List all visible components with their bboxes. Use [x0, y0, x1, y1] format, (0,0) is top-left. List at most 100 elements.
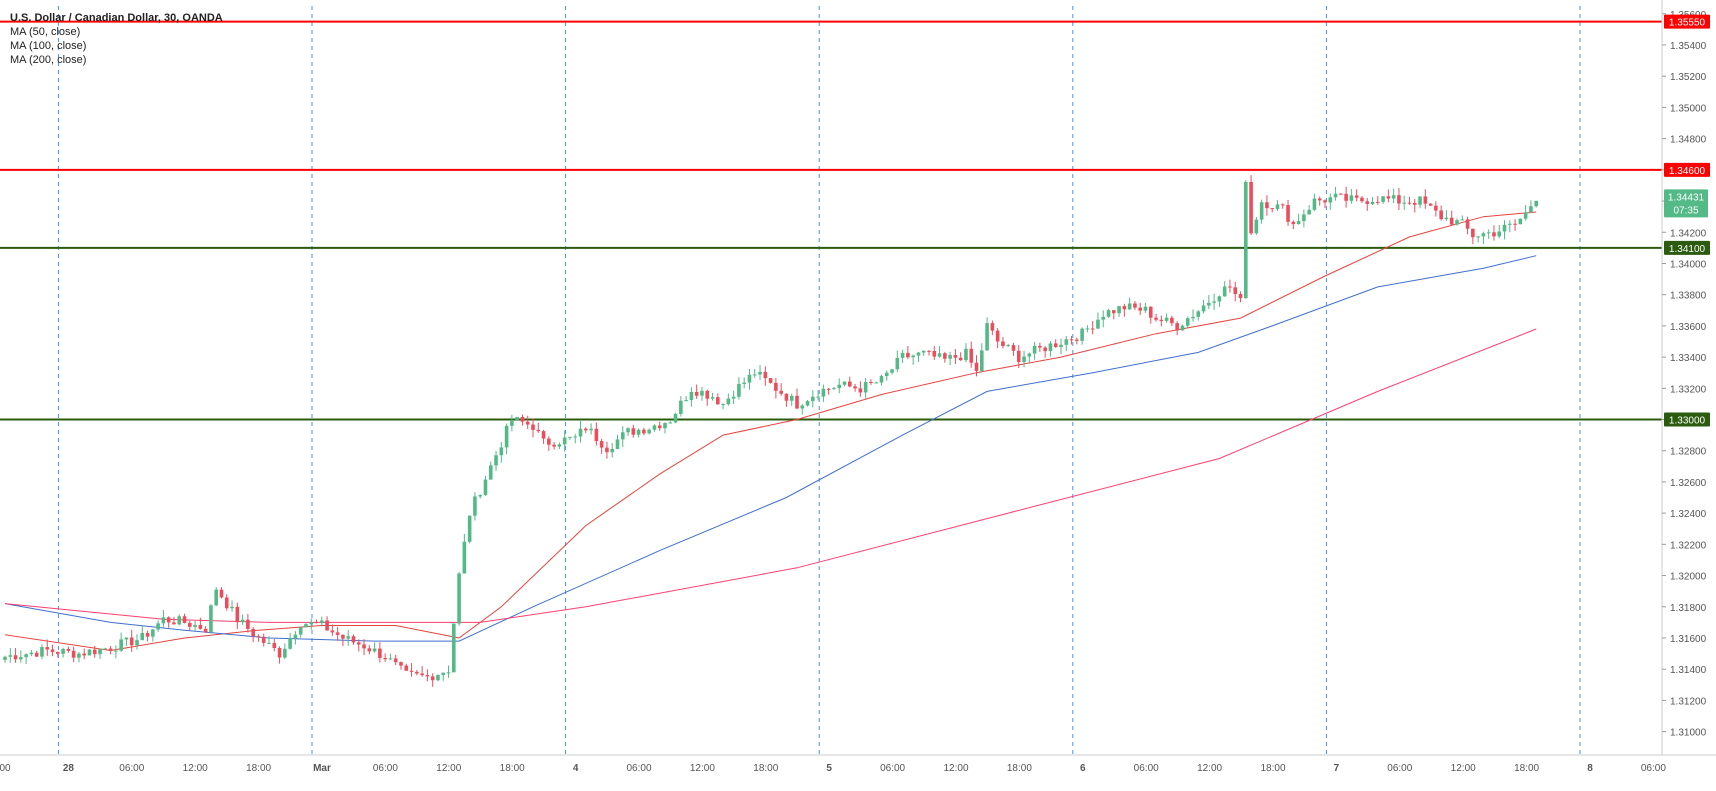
candle-body: [1016, 350, 1021, 362]
candle-body: [362, 644, 366, 649]
candle-body: [515, 417, 519, 420]
candle-body: [188, 622, 192, 627]
price-tick-label: 1.32800: [1670, 447, 1707, 458]
level-badge: [1664, 412, 1710, 427]
candle-body: [863, 381, 868, 393]
candle-body: [145, 632, 150, 637]
candle-body: [958, 357, 963, 361]
candle-body: [1048, 343, 1053, 352]
candle-body: [584, 428, 588, 431]
candle-body: [1096, 319, 1100, 329]
candle-body: [610, 448, 614, 453]
candle-body: [890, 369, 894, 373]
candle-body: [415, 671, 419, 674]
candle-body: [721, 404, 725, 406]
candle-body: [346, 636, 350, 639]
candle-body: [631, 428, 636, 435]
candle-body: [594, 428, 599, 442]
candle-body: [166, 617, 171, 623]
candle-body: [40, 647, 44, 657]
candle-body: [758, 371, 762, 375]
candle-body: [1333, 193, 1338, 198]
time-tick-label: 18:00: [1007, 763, 1032, 774]
candle-body: [1254, 219, 1259, 234]
candle-body: [219, 589, 224, 598]
candle-body: [652, 425, 657, 430]
candle-body: [409, 670, 414, 672]
candle-body: [1122, 306, 1127, 310]
candle-body: [457, 573, 461, 624]
candle-body: [1164, 317, 1169, 321]
candle-body: [298, 627, 303, 635]
candle-body: [1011, 345, 1016, 351]
candle-body: [383, 657, 387, 660]
candle-body: [1280, 204, 1285, 206]
candle-body: [77, 653, 81, 658]
candle-body: [230, 606, 234, 609]
candle-body: [990, 323, 995, 331]
candle-body: [92, 649, 97, 655]
candle-body: [1344, 193, 1348, 201]
candle-body: [1170, 317, 1174, 324]
candle-body: [668, 422, 673, 424]
level-badge: [1664, 240, 1710, 255]
candle-body: [985, 323, 989, 351]
candle-body: [1365, 201, 1370, 205]
candle-body: [261, 636, 266, 643]
candle-body: [430, 676, 435, 681]
price-tick-label: 1.32400: [1670, 509, 1707, 520]
candle-body: [1228, 286, 1232, 288]
candle-body: [1127, 303, 1132, 310]
price-tick-label: 1.35200: [1670, 72, 1707, 83]
candle-body: [151, 629, 155, 637]
candle-body: [488, 465, 493, 480]
candle-body: [71, 650, 76, 658]
candle-body: [50, 649, 55, 652]
candle-body: [372, 648, 377, 652]
candle-body: [742, 382, 746, 384]
price-tick-label: 1.33800: [1670, 291, 1707, 302]
candle-body: [320, 620, 324, 624]
candle-body: [8, 655, 13, 657]
candle-body: [1312, 198, 1317, 210]
time-tick-label: 18:00: [753, 763, 778, 774]
candle-body: [1449, 217, 1454, 225]
level-badge-label: 1.35550: [1669, 18, 1706, 29]
candle-body: [525, 421, 530, 425]
candle-body: [1376, 201, 1380, 203]
candle-body: [309, 621, 314, 625]
time-tick-label: 06:00: [1387, 763, 1412, 774]
candle-body: [1391, 195, 1396, 199]
candle-body: [467, 515, 472, 542]
candle-body: [620, 432, 625, 440]
ma100-line: [4, 255, 1537, 642]
level-badge: [1664, 14, 1710, 29]
candle-body: [1434, 205, 1438, 211]
candle-body: [304, 624, 308, 628]
candle-body: [335, 632, 340, 635]
candle-body: [510, 419, 514, 426]
candle-body: [293, 634, 298, 639]
candle-body: [1053, 343, 1058, 348]
candle-body: [710, 397, 715, 399]
candle-body: [816, 396, 820, 398]
candle-body: [1349, 195, 1354, 201]
price-tick-label: 1.31800: [1670, 603, 1707, 614]
candle-body: [1075, 339, 1079, 341]
candle-body: [657, 425, 662, 429]
candle-body: [980, 350, 984, 372]
candle-body: [494, 455, 498, 466]
candle-body: [536, 429, 541, 432]
candle-body: [1476, 236, 1480, 238]
candle-body: [224, 597, 229, 609]
candle-body: [1244, 181, 1248, 299]
candle-body: [995, 330, 1000, 342]
candle-body: [842, 381, 847, 385]
candle-body: [98, 648, 102, 655]
candle-body: [66, 648, 71, 651]
candle-body: [325, 620, 329, 631]
candle-body: [1043, 347, 1047, 352]
candle-body: [589, 428, 593, 431]
candle-body: [425, 675, 430, 677]
